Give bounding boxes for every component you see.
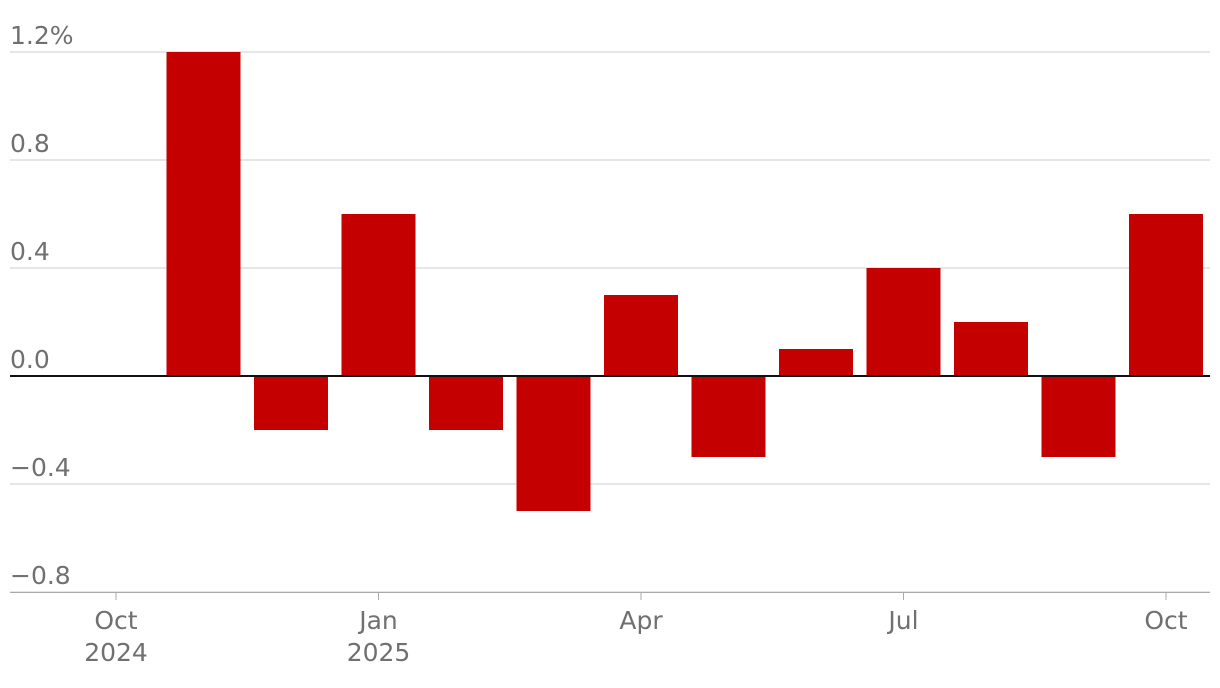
x-tick-label: 2024 bbox=[84, 638, 148, 667]
x-tick-label: Apr bbox=[619, 606, 663, 635]
x-axis: Oct 2024 Jan 2025 Apr Jul Oct bbox=[10, 592, 1210, 667]
bars bbox=[166, 52, 1203, 511]
x-tick-label: 2025 bbox=[347, 638, 411, 667]
y-tick-label: 0.0 bbox=[10, 345, 50, 374]
y-tick-label: 1.2% bbox=[10, 21, 74, 50]
bar bbox=[1129, 214, 1203, 376]
y-axis-tick-labels: 1.2% 0.8 0.4 0.0 −0.4 −0.8 bbox=[10, 21, 74, 590]
bar bbox=[166, 52, 241, 376]
bar bbox=[516, 376, 591, 511]
bar bbox=[429, 376, 503, 430]
x-tick-label: Jul bbox=[886, 606, 918, 635]
bar bbox=[254, 376, 328, 430]
bar bbox=[779, 349, 853, 376]
x-tick-label: Oct bbox=[94, 606, 137, 635]
bar bbox=[1041, 376, 1116, 457]
y-tick-label: −0.4 bbox=[10, 453, 71, 482]
x-tick-label: Oct bbox=[1144, 606, 1187, 635]
bar bbox=[341, 214, 416, 376]
bar bbox=[604, 295, 678, 376]
y-tick-label: −0.8 bbox=[10, 561, 71, 590]
bar bbox=[954, 322, 1028, 376]
y-tick-label: 0.8 bbox=[10, 129, 50, 158]
bar bbox=[866, 268, 941, 376]
x-tick-label: Jan bbox=[357, 606, 398, 635]
bar bbox=[691, 376, 766, 457]
y-tick-label: 0.4 bbox=[10, 237, 50, 266]
